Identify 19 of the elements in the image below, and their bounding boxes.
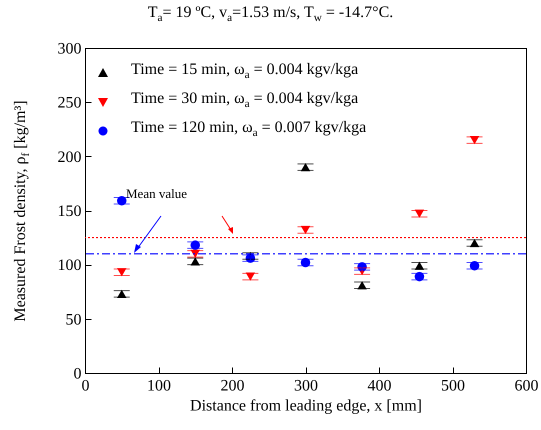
- legend-label: Time = 15 min, ω$_{a}$ = 0.004 kgv/kga: [131, 60, 358, 84]
- y-tick-label: 100: [58, 257, 82, 274]
- x-tick-label: 500: [441, 378, 465, 394]
- y-tick-label: 300: [58, 40, 82, 58]
- y-tick-label: 200: [58, 148, 82, 166]
- y-tick-label: 0: [74, 366, 82, 382]
- legend-label: Time = 120 min, ω$_{a}$ = 0.007 kgv/kga: [131, 118, 366, 142]
- y-tick-label: 150: [58, 203, 82, 220]
- x-tick-label: 400: [368, 378, 392, 394]
- x-tick-label: 600: [514, 378, 538, 394]
- x-tick-label: 100: [147, 378, 171, 394]
- chart-title: T$_{a}$= 19 ºC, v$_{a}$=1.53 m/s, T$_{w}$ = -14.7°C.: [146, 4, 394, 24]
- y-tick-label: 50: [66, 311, 82, 328]
- annotation: Mean value: [126, 186, 188, 202]
- y-tick-label: 250: [58, 94, 82, 112]
- x-tick-label: 200: [220, 378, 244, 394]
- x-tick-label: 300: [294, 378, 318, 394]
- legend-label: Time = 30 min, ω$_{a}$ = 0.004 kgv/kga: [131, 89, 358, 112]
- x-axis-title: Distance from leading edge, x [mm]: [190, 398, 422, 414]
